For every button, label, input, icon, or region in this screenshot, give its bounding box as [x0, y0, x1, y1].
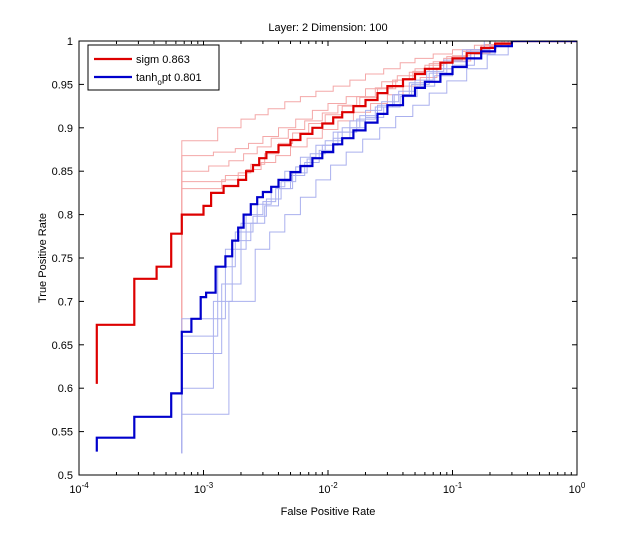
y-tick-label: 0.65 — [52, 340, 73, 352]
y-axis-label: True Positive Rate — [37, 213, 49, 303]
y-tick-label: 0.55 — [52, 427, 73, 439]
roc-curve-fold-11 — [181, 41, 577, 454]
x-tick-label: 10-1 — [443, 481, 463, 496]
roc-curve-tanh_opt — [95, 41, 577, 452]
y-tick-label: 0.95 — [52, 79, 73, 91]
y-tick-label: 0.7 — [58, 296, 73, 308]
legend-label: sigm 0.863 — [136, 54, 190, 66]
x-axis: 10-4 10-3 10-2 10-1 100 — [69, 41, 586, 496]
x-tick-label: 100 — [569, 481, 586, 496]
y-tick-label: 0.8 — [58, 210, 73, 222]
y-tick-label: 0.85 — [52, 166, 73, 178]
y-tick-label: 1 — [67, 36, 73, 48]
roc-curve-fold-6 — [181, 41, 577, 389]
legend-label: tanhopt 0.801 — [136, 72, 202, 87]
x-axis-label: False Positive Rate — [281, 506, 376, 518]
roc-curve-fold-3 — [181, 41, 577, 389]
x-tick-label: 10-2 — [318, 481, 338, 496]
y-tick-label: 0.6 — [58, 383, 73, 395]
x-tick-label: 10-3 — [194, 481, 214, 496]
x-tick-label: 10-4 — [69, 481, 89, 496]
legend: sigm 0.863 tanhopt 0.801 — [87, 44, 220, 91]
roc-curve-sigm — [95, 41, 577, 384]
legend-box — [87, 44, 220, 91]
series-layer — [95, 41, 577, 454]
chart-title: Layer: 2 Dimension: 100 — [268, 22, 387, 34]
y-tick-label: 0.9 — [58, 123, 73, 135]
y-tick-label: 0.5 — [58, 470, 73, 482]
y-tick-label: 0.75 — [52, 253, 73, 265]
y-axis: 0.5 0.55 0.6 0.65 0.7 0.75 0.8 0.85 0.9 0.95 1 — [52, 36, 577, 482]
